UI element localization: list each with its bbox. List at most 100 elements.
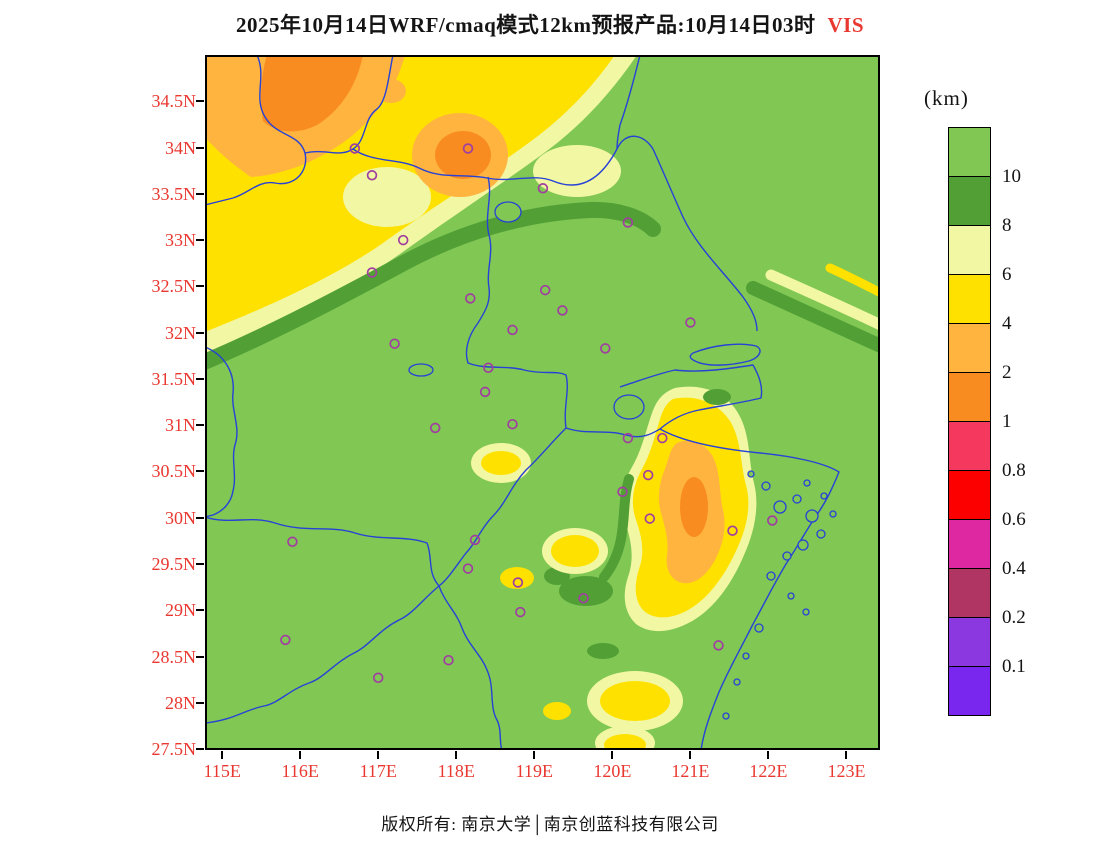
lat-tick-label: 33.5N	[151, 183, 197, 204]
lon-tick-label: 116E	[281, 761, 319, 781]
boundary-line	[304, 55, 394, 154]
lat-tick-label: 28.5N	[151, 646, 197, 667]
lon-tick-mark	[221, 751, 224, 759]
island-outline	[820, 492, 828, 500]
legend-value-label: 8	[1002, 215, 1012, 236]
vis-contour-fills	[205, 55, 880, 750]
station-marker	[443, 654, 454, 666]
lat-tick-label: 27.5N	[151, 739, 197, 760]
lat-tick-mark	[196, 562, 204, 565]
island-outline	[722, 712, 730, 720]
lat-tick-mark	[196, 748, 204, 751]
station-marker	[483, 362, 494, 374]
station-marker	[462, 563, 474, 574]
lat-tick-label: 34.5N	[151, 91, 197, 112]
boundary-line	[205, 585, 440, 724]
legend-color-block	[948, 176, 991, 226]
station-marker	[537, 183, 549, 194]
station-marker	[557, 305, 568, 316]
legend-value-label: 0.6	[1002, 509, 1026, 530]
legend-color-block	[948, 421, 991, 471]
legend-value-label: 2	[1002, 362, 1012, 383]
station-marker	[622, 217, 634, 228]
lon-tick-label: 115E	[203, 761, 241, 781]
lon-tick-mark	[533, 751, 536, 759]
lat-tick-mark	[196, 146, 204, 149]
legend-value-label: 1	[1002, 411, 1012, 432]
station-marker	[465, 293, 476, 304]
legend-value-label: 0.2	[1002, 607, 1026, 628]
lon-tick-label: 122E	[749, 761, 788, 781]
lat-tick-mark	[196, 239, 204, 242]
island-outline	[802, 608, 810, 616]
legend-value-label: 0.4	[1002, 558, 1026, 579]
chongming-island	[689, 343, 761, 366]
lakes	[408, 201, 645, 420]
island-outline	[792, 494, 802, 504]
station-marker	[397, 234, 409, 246]
station-marker	[644, 513, 656, 524]
coastline	[652, 148, 758, 332]
lon-tick-mark	[377, 751, 380, 759]
lon-tick-mark	[845, 751, 848, 759]
lat-tick-mark	[196, 331, 204, 334]
lon-tick-mark	[611, 751, 614, 759]
station-marker	[366, 170, 378, 181]
contour-amber-dot	[376, 79, 406, 103]
island-outline	[773, 500, 787, 514]
island-outline	[803, 479, 811, 487]
legend-value-label: 0.8	[1002, 460, 1026, 481]
station-marker	[389, 338, 400, 349]
station-marker	[507, 324, 518, 336]
lat-tick-mark	[196, 377, 204, 380]
copyright: 版权所有: 南京大学│南京创蓝科技有限公司	[381, 815, 719, 834]
lake-chaohu	[408, 363, 434, 377]
coastline	[659, 428, 840, 750]
lat-tick-mark	[196, 655, 204, 658]
contour-yellow-patch	[600, 681, 670, 721]
contour-yellow-patch	[551, 535, 599, 567]
station-marker	[727, 525, 738, 536]
legend-color-block	[948, 617, 991, 667]
lat-tick-label: 32.5N	[151, 276, 197, 297]
island-outline	[766, 571, 776, 581]
lat-tick-label: 30.5N	[151, 461, 197, 482]
legend-value-label: 6	[1002, 264, 1012, 285]
station-marker	[349, 143, 361, 154]
legend-value-label: 4	[1002, 313, 1012, 334]
contour-yellow-patch	[543, 702, 571, 720]
contour-yellow-patch	[481, 451, 521, 475]
legend-color-block	[948, 568, 991, 618]
island-outline	[787, 592, 795, 600]
station-marker	[578, 592, 589, 604]
lat-tick-mark	[196, 285, 204, 288]
station-marker	[539, 284, 551, 296]
lon-tick-label: 118E	[437, 761, 475, 781]
lat-tick-mark	[196, 100, 204, 103]
legend-color-block	[948, 372, 991, 422]
boundary-line	[465, 176, 568, 429]
legend-color-block	[948, 519, 991, 569]
contour-darkgreen-band-nw	[205, 201, 661, 371]
station-marker	[600, 343, 611, 354]
boundary-line	[565, 427, 661, 438]
station-markers	[280, 143, 778, 684]
island-outline	[761, 481, 771, 491]
contour-orange-core-nw	[260, 55, 363, 132]
lat-tick-label: 29N	[165, 600, 196, 621]
boundary-line	[205, 55, 307, 206]
title-variable-vis: VIS	[827, 13, 865, 37]
station-marker	[642, 469, 654, 481]
lon-tick-label: 119E	[515, 761, 553, 781]
lat-tick-mark	[196, 192, 204, 195]
contour-yellow-patch	[604, 734, 646, 750]
station-marker	[429, 422, 441, 434]
title-main: 2025年10月14日WRF/cmaq模式12km预报产品:10月14日03时	[235, 13, 816, 37]
lat-tick-mark	[196, 470, 204, 473]
contour-darkgreen-fringe-se	[599, 474, 634, 582]
lat-tick-label: 32N	[165, 322, 196, 343]
lat-tick-mark	[196, 609, 204, 612]
station-marker	[515, 606, 526, 618]
contour-pale-coastal	[765, 269, 880, 331]
